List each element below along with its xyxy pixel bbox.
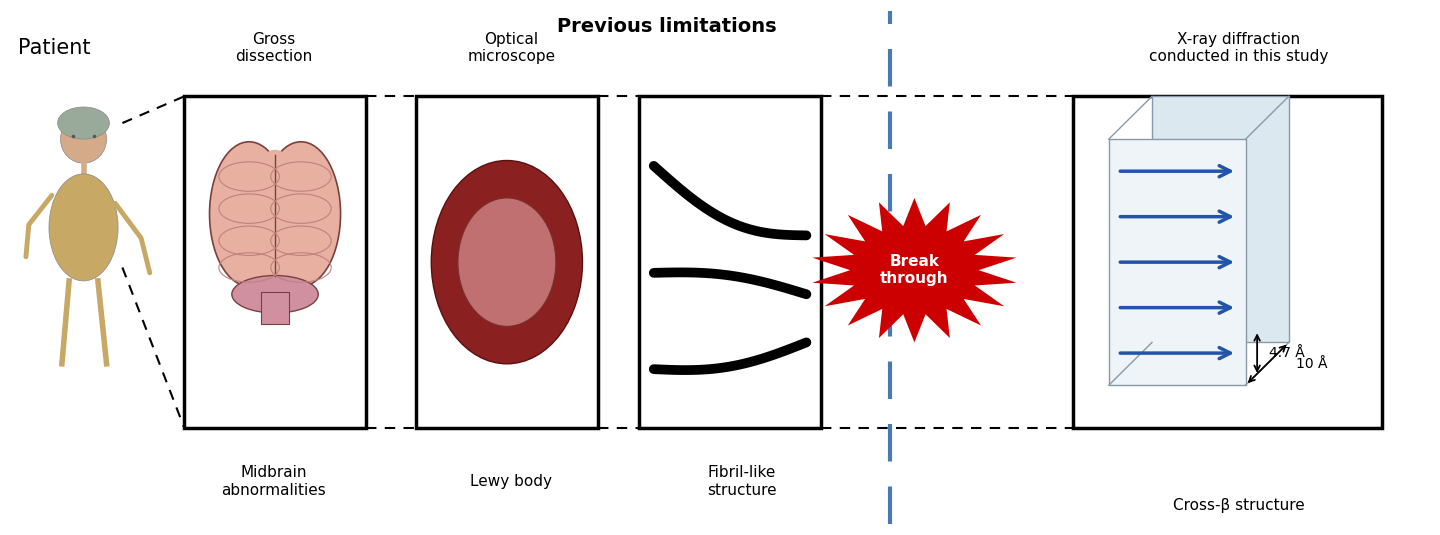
Ellipse shape — [246, 150, 304, 278]
Bar — [184, 96, 366, 428]
Text: Cross-β structure: Cross-β structure — [1172, 498, 1305, 513]
Text: Optical
microscope: Optical microscope — [467, 32, 556, 64]
Bar — [639, 96, 821, 428]
Text: Break
through: Break through — [880, 254, 949, 286]
Ellipse shape — [58, 107, 109, 139]
Text: Lewy body: Lewy body — [471, 474, 552, 489]
Bar — [1109, 139, 1246, 385]
Text: Previous limitations: Previous limitations — [557, 17, 776, 36]
Ellipse shape — [232, 276, 318, 313]
Text: Patient: Patient — [19, 38, 91, 58]
Bar — [261, 292, 289, 324]
Ellipse shape — [49, 174, 118, 281]
Ellipse shape — [210, 142, 289, 286]
Ellipse shape — [261, 142, 341, 286]
Text: Gross
dissection: Gross dissection — [235, 32, 312, 64]
Ellipse shape — [432, 160, 582, 364]
Bar — [416, 96, 598, 428]
Ellipse shape — [458, 198, 556, 326]
Text: 10 Å: 10 Å — [1296, 357, 1328, 371]
Bar — [1073, 96, 1382, 428]
Polygon shape — [812, 198, 1017, 342]
Ellipse shape — [60, 115, 107, 163]
Bar — [1152, 96, 1289, 342]
Text: X-ray diffraction
conducted in this study: X-ray diffraction conducted in this stud… — [1149, 32, 1328, 64]
Text: Fibril-like
structure: Fibril-like structure — [707, 465, 776, 498]
Text: 4.7 Å: 4.7 Å — [1269, 346, 1305, 360]
Text: Midbrain
abnormalities: Midbrain abnormalities — [222, 465, 325, 498]
